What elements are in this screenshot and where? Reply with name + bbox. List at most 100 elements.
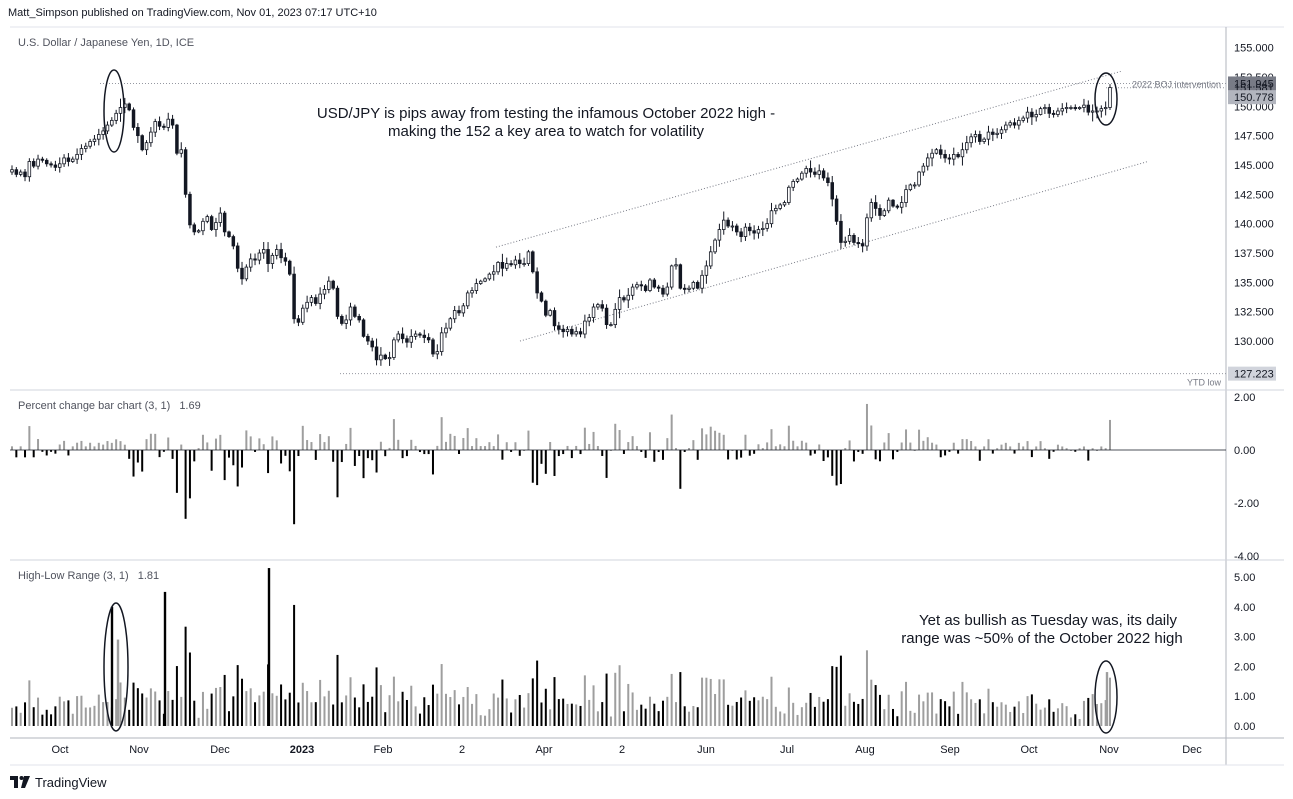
- candle-body: [439, 332, 444, 353]
- highlight-ellipses[interactable]: [103, 69, 1118, 153]
- time-tick-label: Sep: [940, 744, 960, 756]
- percent-change-bar: [874, 450, 877, 460]
- range-bar: [848, 693, 851, 726]
- candle-body: [821, 170, 826, 179]
- percent-change-bar: [887, 433, 890, 450]
- candle-body: [400, 333, 405, 340]
- range-bar: [271, 693, 274, 726]
- footer[interactable]: TradingView: [10, 773, 107, 791]
- range-bar: [1035, 703, 1038, 726]
- candle-body: [1030, 111, 1034, 118]
- percent-change-bar: [831, 450, 834, 476]
- candle-body: [899, 202, 904, 208]
- percent-change-bar: [440, 417, 443, 450]
- candle-body: [1038, 108, 1043, 115]
- percent-change-bar: [527, 430, 530, 450]
- october-2022-range-ellipse[interactable]: [103, 602, 129, 732]
- range-bar: [458, 704, 461, 726]
- percent-change-axis[interactable]: 2.00 0.00 -2.00 -4.00: [10, 392, 1259, 563]
- range-bar: [592, 685, 595, 726]
- range-bar: [839, 655, 842, 726]
- percent-change-bar: [254, 450, 257, 452]
- october-2022-high-ellipse[interactable]: [103, 69, 125, 153]
- candle-body: [852, 235, 856, 243]
- candle-body: [1051, 112, 1056, 115]
- range-bar: [462, 696, 465, 726]
- percent-change-bar: [601, 450, 604, 456]
- channel-upper-line[interactable]: [495, 70, 1123, 248]
- candle-body: [353, 306, 357, 317]
- price-pane[interactable]: U.S. Dollar / Japanese Yen, 1D, ICE 2022…: [10, 37, 1276, 388]
- percent-change-bar: [1095, 450, 1098, 451]
- range-bar: [740, 697, 743, 726]
- percent-change-bar: [136, 450, 139, 463]
- candle-body: [10, 169, 14, 173]
- range-bar: [262, 691, 265, 726]
- percent-change-bar: [236, 450, 239, 487]
- candle-body: [257, 252, 262, 261]
- price-marker-150.778: 150.778: [1228, 90, 1276, 105]
- range-bar: [466, 687, 469, 726]
- range-bar: [722, 679, 725, 726]
- candle-body: [140, 135, 144, 151]
- percent-change-bar: [796, 446, 799, 450]
- candle-body: [288, 260, 292, 275]
- percent-change-bar: [865, 403, 868, 450]
- range-bar: [19, 712, 22, 726]
- high-low-range-pane[interactable]: High-Low Range (3, 1) 1.81 Yet as bullis…: [11, 568, 1255, 734]
- range-bar: [892, 708, 895, 726]
- range-bar: [683, 706, 686, 726]
- range-bar: [583, 675, 586, 726]
- percent-change-bar: [288, 450, 291, 472]
- range-bar: [918, 694, 921, 726]
- tradingview-brand[interactable]: TradingView: [35, 774, 107, 790]
- candle-body: [431, 339, 435, 355]
- range-bar: [852, 701, 855, 726]
- trend-channel[interactable]: [495, 70, 1149, 342]
- percent-change-bar: [297, 450, 300, 457]
- percent-change-bar: [566, 445, 569, 450]
- range-highlight-ellipses[interactable]: [103, 568, 1118, 734]
- range-bar: [661, 700, 664, 726]
- candle-body: [886, 199, 891, 212]
- candle-body: [782, 202, 787, 206]
- percent-change-bar: [323, 442, 326, 450]
- annotation-line-1[interactable]: USD/JPY is pips away from testing the in…: [317, 105, 775, 122]
- candle-body: [860, 243, 865, 247]
- percent-change-bar: [162, 450, 165, 452]
- range-bar: [536, 660, 539, 726]
- high-low-range-axis[interactable]: 5.00 4.00 3.00 2.00 1.00 0.00: [1234, 572, 1255, 733]
- percent-change-bar: [692, 440, 695, 450]
- range-annotation-line-2[interactable]: range was ~50% of the October 2022 high: [901, 630, 1182, 647]
- range-bar: [831, 666, 834, 726]
- range-bar: [1052, 711, 1055, 726]
- range-bar: [371, 696, 374, 726]
- percent-change-bar: [939, 450, 942, 458]
- range-annotation-line-1[interactable]: Yet as bullish as Tuesday was, its daily: [919, 612, 1177, 629]
- percent-change-pane[interactable]: Percent change bar chart (3, 1) 1.69 2.0…: [10, 392, 1259, 563]
- candle-body: [192, 224, 197, 233]
- candle-body: [561, 328, 565, 333]
- time-axis[interactable]: Oct Nov Dec 2023 Feb 2 Apr 2 Jun Jul Aug Sep Oct Nov D…: [51, 744, 1202, 756]
- percent-change-bar: [883, 442, 886, 450]
- percent-change-bar: [214, 438, 217, 450]
- price-axis[interactable]: 155.000152.500150.000147.500145.000142.5…: [1228, 43, 1276, 381]
- candle-body: [730, 225, 735, 228]
- current-range-ellipse[interactable]: [1094, 660, 1118, 734]
- candle-body: [604, 307, 609, 326]
- range-bar: [410, 685, 413, 726]
- range-bar: [805, 702, 808, 726]
- range-bar: [236, 665, 239, 726]
- candle-body: [630, 286, 635, 296]
- current-high-ellipse[interactable]: [1094, 72, 1118, 126]
- range-bar: [588, 699, 591, 726]
- percent-change-bar: [123, 444, 126, 450]
- candle-body: [891, 199, 895, 207]
- channel-lower-line[interactable]: [519, 160, 1149, 342]
- annotation-line-2[interactable]: making the 152 a key area to watch for v…: [388, 123, 704, 140]
- percent-change-bar: [128, 450, 131, 459]
- percent-change-bar: [262, 444, 265, 450]
- range-bar: [444, 693, 447, 726]
- percent-change-bar: [978, 450, 981, 461]
